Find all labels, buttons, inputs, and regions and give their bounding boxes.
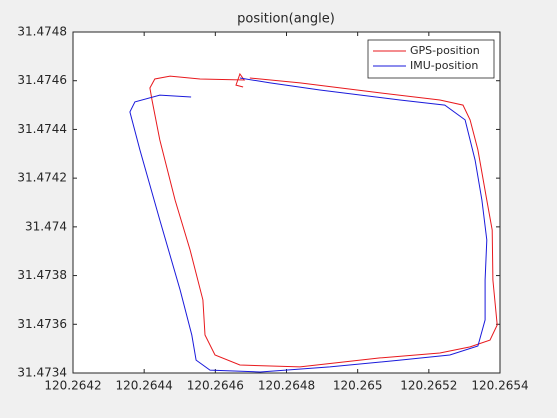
series-line xyxy=(129,77,488,373)
y-tick-label: 31.4748 xyxy=(17,25,67,39)
x-tick-label: 120.265 xyxy=(333,379,383,393)
y-tick-label: 31.4746 xyxy=(17,73,67,87)
x-tick-label: 120.2652 xyxy=(400,379,457,393)
y-tick-label: 31.4736 xyxy=(17,317,67,331)
y-tick-label: 31.4734 xyxy=(17,366,67,380)
x-tick-label: 120.2646 xyxy=(187,379,244,393)
legend-label: GPS-position xyxy=(410,44,480,57)
x-tick-label: 120.2644 xyxy=(116,379,173,393)
y-tick-label: 31.474 xyxy=(25,219,67,233)
y-tick-label: 31.4744 xyxy=(17,122,67,136)
y-tick-label: 31.4742 xyxy=(17,171,67,185)
x-tick-label: 120.2648 xyxy=(258,379,315,393)
axes-box xyxy=(72,31,501,374)
legend-label: IMU-position xyxy=(410,59,478,72)
plot-area xyxy=(73,32,500,373)
legend-box xyxy=(367,39,495,79)
x-tick-label: 120.2642 xyxy=(44,379,101,393)
chart-title: position(angle) xyxy=(237,12,335,27)
series-line xyxy=(149,72,498,368)
y-tick-label: 31.4738 xyxy=(17,268,67,282)
x-tick-label: 120.2654 xyxy=(471,379,528,393)
